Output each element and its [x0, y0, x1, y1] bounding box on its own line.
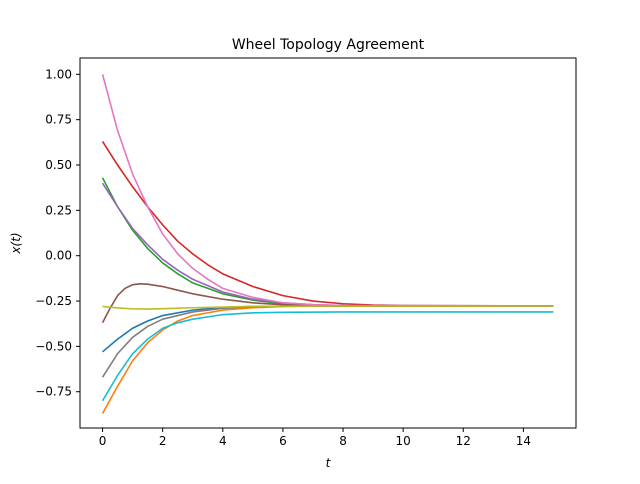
y-tick-label: 0.50 — [45, 158, 72, 172]
chart-title: Wheel Topology Agreement — [232, 37, 425, 53]
y-axis-label: x(t) — [9, 232, 23, 254]
y-axis-ticks: −0.75 −0.50 −0.25 0.00 0.25 0.50 0.75 1.00 — [35, 67, 80, 399]
x-tick-label: 8 — [339, 434, 347, 448]
x-tick-label: 12 — [456, 434, 471, 448]
x-tick-label: 4 — [219, 434, 227, 448]
y-tick-label: 0.00 — [45, 249, 72, 263]
y-tick-label: −0.50 — [35, 339, 72, 353]
x-axis-ticks: 0 2 4 6 8 10 12 14 — [99, 428, 531, 448]
y-tick-label: 1.00 — [45, 67, 72, 81]
x-tick-label: 14 — [516, 434, 531, 448]
x-tick-label: 0 — [99, 434, 107, 448]
series-line-7 — [101, 74, 554, 307]
y-tick-label: −0.25 — [35, 294, 72, 308]
y-tick-label: 0.25 — [45, 203, 72, 217]
series-line-9 — [102, 305, 554, 310]
series-layer — [101, 74, 554, 414]
plot-frame — [79, 57, 577, 429]
x-tick-label: 10 — [396, 434, 411, 448]
series-line-4 — [101, 140, 554, 307]
y-tick-label: 0.75 — [45, 113, 72, 127]
y-tick-label: −0.75 — [35, 385, 72, 399]
series-line-10 — [101, 311, 554, 402]
x-tick-label: 2 — [159, 434, 167, 448]
series-line-6 — [101, 283, 554, 324]
x-tick-label: 6 — [279, 434, 287, 448]
x-axis-label: t — [326, 456, 332, 470]
